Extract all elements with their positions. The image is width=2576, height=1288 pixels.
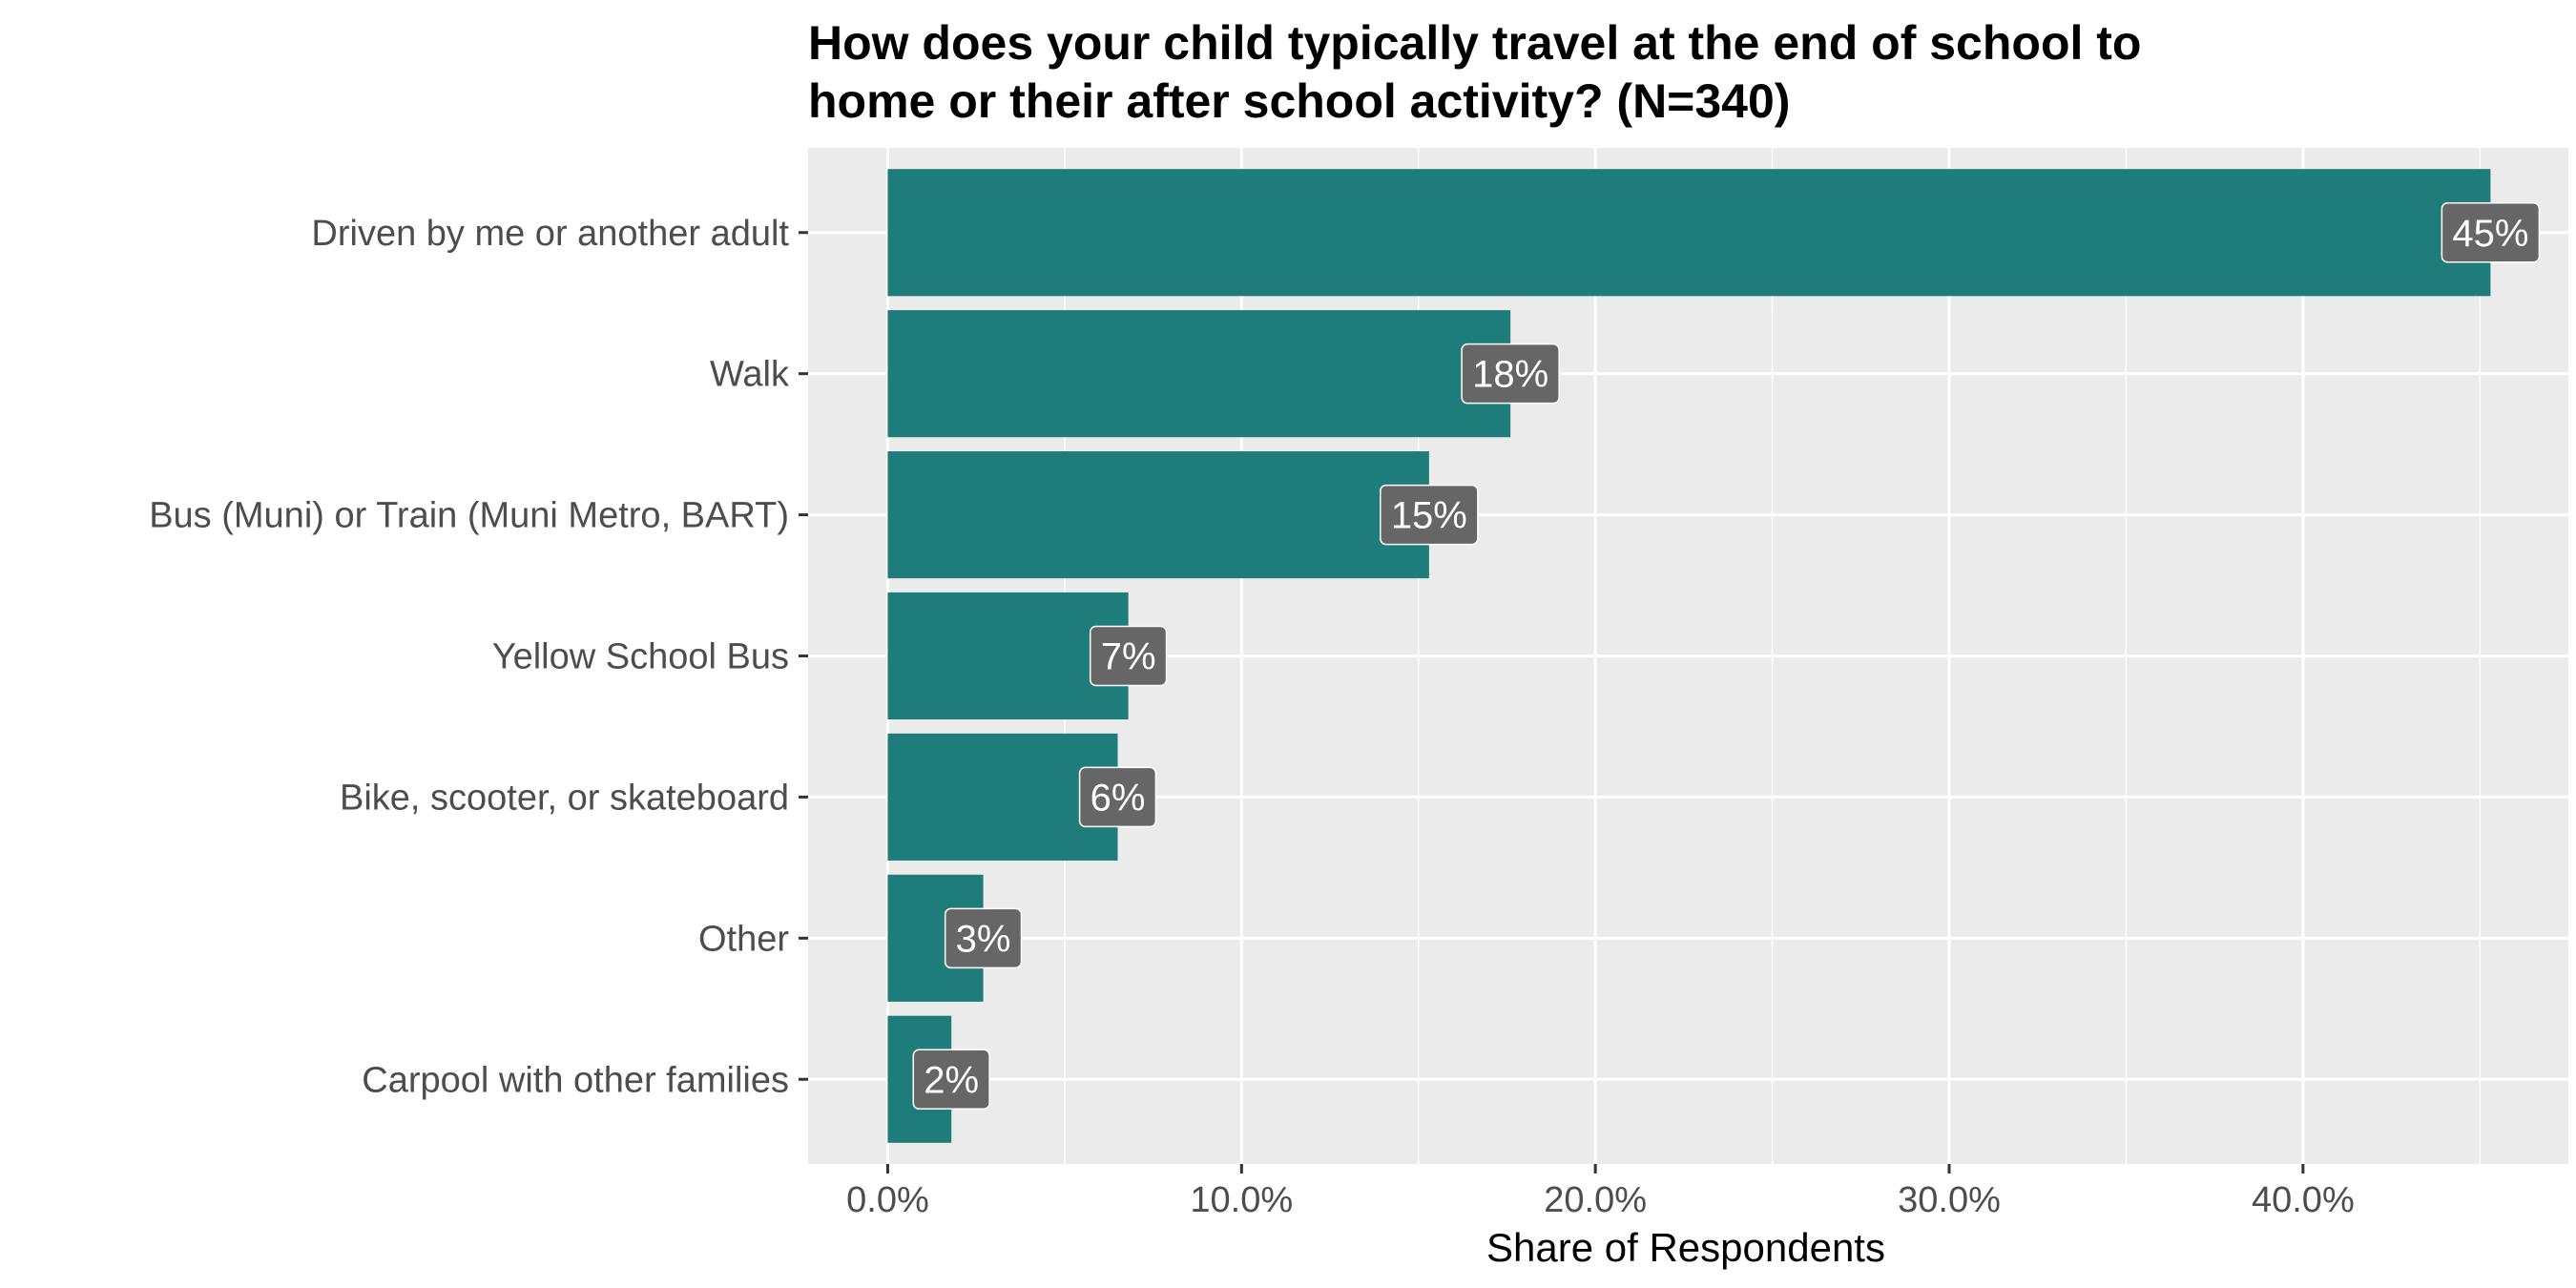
bar: [887, 592, 1129, 720]
category-label: Yellow School Bus: [492, 637, 789, 677]
bars: [887, 169, 2491, 1143]
chart-title: How does your child typically travel at …: [808, 16, 2154, 128]
data-label-text: 2%: [924, 1059, 979, 1101]
x-axis-title: Share of Respondents: [1486, 1225, 1885, 1270]
data-label-text: 18%: [1472, 354, 1548, 396]
x-tick-label: 10.0%: [1190, 1180, 1293, 1220]
category-label: Walk: [710, 355, 790, 395]
data-label-box: [1089, 625, 1168, 687]
data-label-text: 3%: [956, 918, 1011, 960]
bar: [887, 169, 2491, 297]
chart-title-line-1: How does your child typically travel at …: [808, 16, 2141, 70]
bar: [887, 451, 1429, 579]
data-label-text: 6%: [1091, 777, 1146, 819]
data-labels: 45% 18% 15% 7% 6% 3% 2%: [912, 202, 2541, 1110]
data-label: 45%: [2441, 202, 2541, 263]
data-label: 2%: [912, 1049, 990, 1110]
category-label: Bus (Muni) or Train (Muni Metro, BART): [149, 496, 789, 536]
data-label-box: [912, 1049, 990, 1110]
x-tick-label: 20.0%: [1544, 1180, 1647, 1220]
y-axis: Driven by me or another adult Walk Bus (Mu…: [149, 214, 808, 1100]
category-label: Bike, scooter, or skateboard: [340, 778, 789, 818]
data-label: 6%: [1078, 766, 1157, 828]
category-label: Driven by me or another adult: [311, 214, 789, 254]
data-label: 15%: [1380, 484, 1479, 546]
data-label-text: 45%: [2452, 213, 2528, 255]
data-label: 7%: [1089, 625, 1168, 687]
data-label-box: [944, 907, 1023, 969]
data-label-text: 7%: [1101, 636, 1156, 678]
chart-title-line-2: home or their after school activity? (N=…: [808, 74, 1790, 128]
x-axis: 0.0% 10.0% 20.0% 30.0% 40.0%: [846, 1164, 2355, 1220]
x-tick-label: 30.0%: [1898, 1180, 2001, 1220]
data-label: 18%: [1461, 343, 1560, 405]
data-label-box: [1380, 484, 1479, 546]
data-label-box: [1078, 766, 1157, 828]
category-label: Other: [698, 919, 789, 959]
x-tick-label: 0.0%: [846, 1180, 929, 1220]
bar: [887, 310, 1511, 438]
data-label: 3%: [944, 907, 1023, 969]
category-label: Carpool with other families: [362, 1060, 789, 1100]
data-label-box: [2441, 202, 2541, 263]
data-label-text: 15%: [1391, 495, 1467, 537]
data-label-box: [1461, 343, 1560, 405]
x-tick-label: 40.0%: [2252, 1180, 2355, 1220]
